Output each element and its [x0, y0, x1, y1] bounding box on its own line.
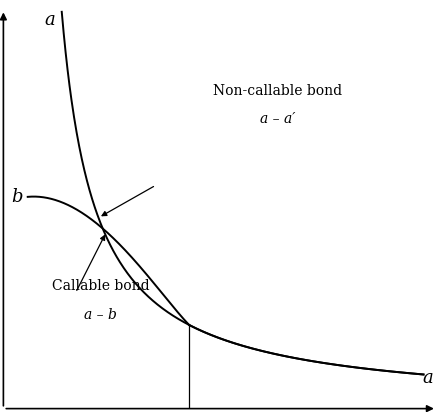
- Text: a – a′: a – a′: [260, 112, 295, 126]
- Text: Callable bond: Callable bond: [52, 279, 149, 293]
- Text: a: a: [422, 369, 433, 387]
- Text: Non-callable bond: Non-callable bond: [213, 84, 342, 98]
- Text: b: b: [11, 188, 22, 206]
- Text: a – b: a – b: [84, 308, 117, 322]
- Text: a: a: [44, 11, 55, 29]
